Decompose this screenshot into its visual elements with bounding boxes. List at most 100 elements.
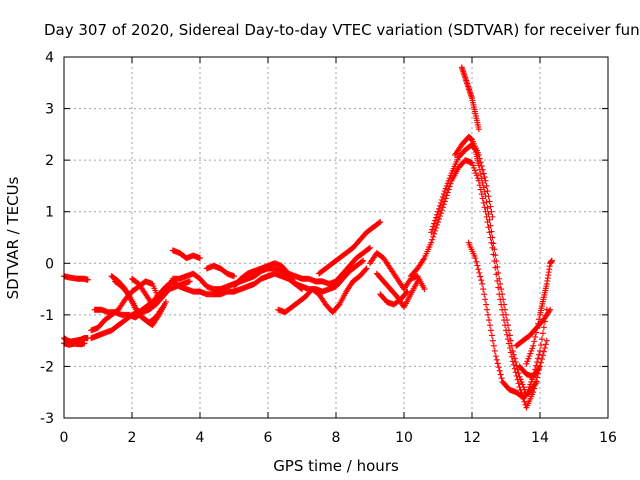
data-point-marker [434, 211, 441, 218]
data-point-marker [502, 306, 509, 313]
data-point-marker [482, 296, 489, 303]
data-point-marker [84, 276, 91, 283]
data-point-marker [537, 347, 543, 354]
data-point-marker [404, 288, 411, 295]
y-tick-label: 2 [45, 153, 54, 169]
data-point-marker [483, 301, 490, 308]
data-point-marker [470, 164, 477, 171]
data-point-marker [515, 370, 522, 377]
data-point-marker [430, 223, 437, 230]
data-point-marker [538, 336, 545, 343]
data-point-marker [446, 175, 453, 182]
data-point-marker [497, 371, 504, 378]
data-point-marker [496, 275, 503, 282]
data-point-marker [438, 196, 445, 203]
data-point-marker [529, 345, 536, 352]
data-point-marker [429, 236, 436, 243]
data-point-marker [499, 291, 506, 298]
data-point-marker [231, 273, 237, 280]
data-point-marker [475, 266, 482, 273]
data-point-marker [483, 182, 490, 189]
data-point-marker [488, 332, 495, 339]
data-point-marker [523, 360, 530, 367]
data-point-marker [505, 327, 512, 334]
data-point-marker [491, 246, 498, 253]
data-point-marker [543, 337, 550, 344]
data-point-marker [299, 286, 305, 293]
data-point-marker [492, 353, 499, 360]
data-point-marker [481, 204, 488, 211]
data-point-marker [486, 216, 493, 223]
data-point-marker [493, 258, 500, 265]
plot-frame [63, 56, 609, 419]
data-point-marker [432, 217, 439, 224]
data-point-marker [481, 188, 488, 195]
data-point-marker [414, 278, 421, 285]
data-point-marker [445, 177, 452, 184]
data-point-marker [540, 324, 547, 331]
data-point-marker [479, 280, 486, 287]
data-points [61, 64, 555, 411]
data-point-marker [535, 320, 542, 327]
data-point-marker [377, 219, 384, 226]
data-point-marker [439, 193, 446, 200]
data-point-marker [376, 219, 383, 226]
data-point-marker [403, 289, 410, 296]
x-tick-label: 4 [196, 430, 205, 446]
data-point-marker [474, 262, 481, 269]
chart-title: Day 307 of 2020, Sidereal Day-to-day VTE… [44, 21, 640, 39]
data-point-marker [512, 359, 519, 366]
data-point-marker [472, 255, 479, 262]
data-point-marker [431, 220, 438, 227]
data-point-marker [497, 280, 504, 287]
data-point-marker [469, 159, 475, 166]
y-tick-label: 4 [45, 50, 54, 66]
data-point-marker [528, 347, 535, 354]
data-point-marker [483, 199, 490, 206]
data-point-marker [487, 222, 494, 229]
data-point-marker [521, 398, 528, 405]
y-tick-label: -3 [40, 411, 54, 427]
data-point-marker [519, 381, 526, 388]
data-point-marker [533, 378, 540, 385]
data-point-marker [532, 333, 539, 340]
data-point-marker [81, 340, 88, 347]
data-point-marker [428, 229, 435, 236]
data-point-marker [538, 356, 545, 363]
data-point-marker [484, 306, 491, 313]
data-point-marker [475, 151, 482, 158]
data-point-marker [481, 291, 488, 298]
x-tick-label: 14 [531, 430, 549, 446]
data-point-marker [475, 126, 482, 133]
data-point-marker [428, 239, 435, 246]
data-point-marker [445, 186, 452, 193]
data-point-marker [446, 183, 453, 190]
data-point-marker [473, 258, 480, 265]
data-point-marker [487, 327, 494, 334]
data-point-marker [490, 240, 497, 247]
data-point-marker [495, 269, 502, 276]
data-point-marker [477, 171, 484, 178]
data-point-marker [479, 166, 486, 173]
data-point-marker [491, 347, 498, 354]
data-point-marker [440, 191, 447, 198]
data-point-marker [480, 199, 487, 206]
data-point-marker [478, 163, 485, 170]
data-point-marker [541, 345, 548, 352]
x-tick-label: 12 [463, 430, 481, 446]
data-point-marker [513, 362, 520, 369]
data-point-marker [533, 329, 540, 336]
data-point-marker [435, 205, 442, 212]
data-point-marker [362, 266, 369, 273]
data-point-marker [525, 355, 532, 362]
y-tick-label: 0 [45, 256, 54, 272]
data-point-marker [540, 348, 547, 355]
data-point-marker [516, 373, 523, 380]
data-point-marker [503, 311, 509, 318]
data-point-marker [507, 337, 514, 344]
data-point-marker [476, 269, 483, 276]
data-point-marker [537, 363, 543, 370]
data-point-marker [481, 174, 488, 181]
data-point-marker [429, 226, 436, 233]
